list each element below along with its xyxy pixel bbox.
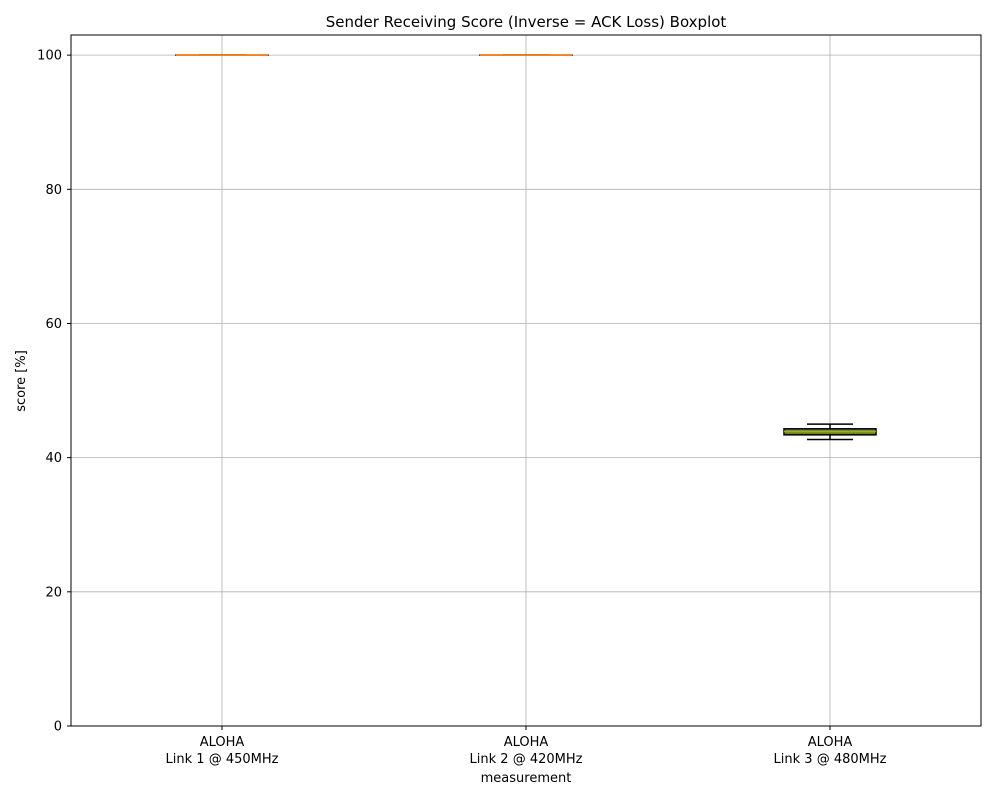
x-tick-label: Link 1 @ 450MHz	[166, 752, 279, 767]
y-tick-label: 20	[45, 585, 62, 600]
y-ticks: 0 20 40 60 80 100	[37, 49, 71, 735]
y-tick-label: 80	[45, 183, 62, 198]
x-tick-label: Link 3 @ 480MHz	[774, 752, 887, 767]
x-tick-label: ALOHA	[200, 735, 245, 750]
y-axis-title: score [%]	[14, 350, 29, 412]
grid-lines	[71, 35, 981, 727]
y-tick-label: 0	[54, 720, 62, 735]
box-3	[783, 423, 877, 441]
x-axis-title: measurement	[481, 771, 572, 786]
y-tick-label: 60	[45, 317, 62, 332]
boxes-layer	[175, 54, 877, 441]
chart-title: Sender Receiving Score (Inverse = ACK Lo…	[326, 13, 727, 31]
x-tick-label: ALOHA	[504, 735, 549, 750]
y-tick-label: 100	[37, 49, 62, 64]
x-ticks: ALOHA Link 1 @ 450MHz ALOHA Link 2 @ 420MHz…	[166, 726, 887, 767]
y-tick-label: 40	[45, 451, 62, 466]
x-tick-label: Link 2 @ 420MHz	[470, 752, 583, 767]
x-tick-label: ALOHA	[808, 735, 853, 750]
